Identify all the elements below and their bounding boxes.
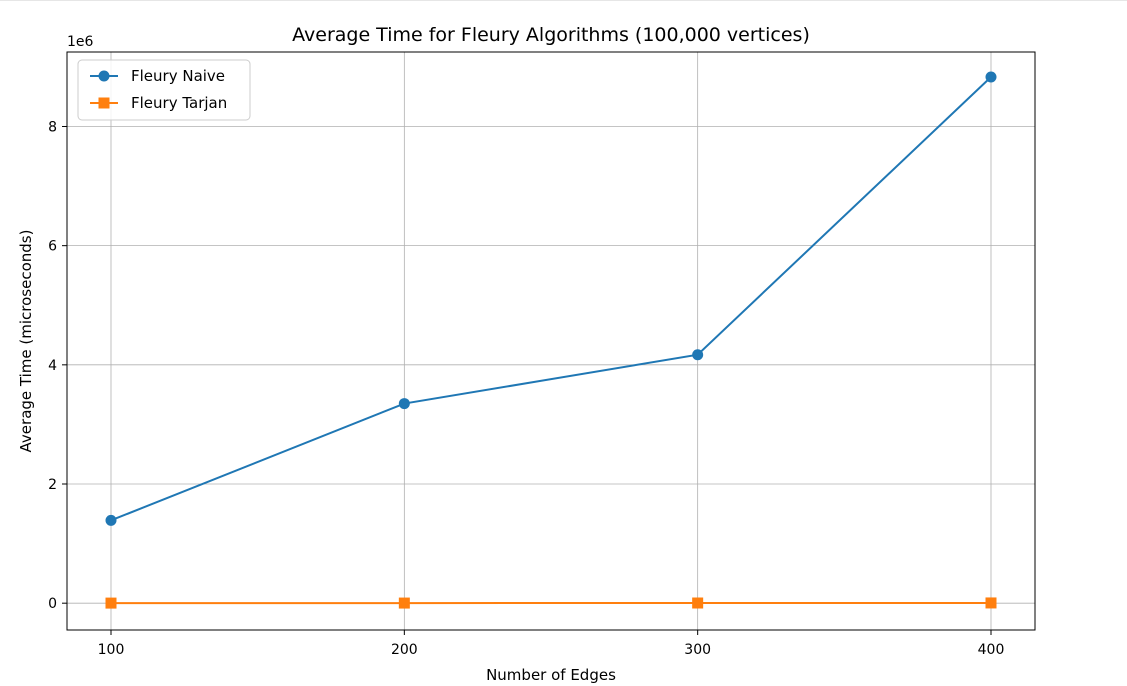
legend-label-fleury-naive: Fleury Naive	[131, 67, 225, 85]
legend-box	[77, 59, 251, 121]
y-axis-offset-label: 1e6	[67, 34, 94, 50]
fleury-naive-point	[985, 71, 997, 83]
fleury-naive-line	[110, 76, 992, 522]
legend: Fleury Naive Fleury Tarjan	[77, 59, 251, 121]
y-tick-label: 4	[48, 358, 57, 374]
y-tick-label: 2	[48, 477, 57, 493]
fleury-naive-point	[398, 398, 410, 410]
fleury-tarjan-point	[692, 597, 704, 609]
x-tick-label: 100	[98, 642, 125, 658]
y-tick-label: 8	[48, 119, 57, 135]
y-tick-label: 6	[48, 239, 57, 255]
series-layer	[105, 71, 997, 609]
legend-marker	[98, 97, 110, 109]
legend-marker	[98, 70, 110, 82]
legend-label-fleury-tarjan: Fleury Tarjan	[131, 94, 227, 112]
x-tick-label: 200	[391, 642, 418, 658]
fleury-tarjan-point	[985, 597, 997, 609]
fleury-naive-point	[692, 349, 704, 361]
fleury-tarjan-point	[398, 597, 410, 609]
fleury-tarjan-point	[105, 597, 117, 609]
y-axis-label: Average Time (microseconds)	[17, 230, 35, 453]
axis-ticks: 100 200 300 400 0 2 4 6 8	[48, 119, 1004, 658]
y-tick-label: 0	[48, 596, 57, 612]
plot-frame	[66, 51, 1036, 631]
x-tick-label: 400	[978, 642, 1005, 658]
grid-lines	[67, 52, 1035, 630]
x-axis-label: Number of Edges	[486, 666, 616, 684]
chart-title: Average Time for Fleury Algorithms (100,…	[292, 24, 810, 46]
fleury-naive-point	[105, 514, 117, 526]
x-tick-label: 300	[684, 642, 711, 658]
top-divider	[0, 0, 1127, 1]
